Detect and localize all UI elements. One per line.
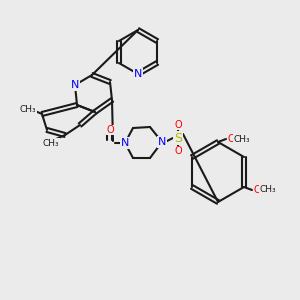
Text: S: S xyxy=(174,131,182,145)
Text: N: N xyxy=(71,80,79,90)
Text: O: O xyxy=(174,120,182,130)
Text: O: O xyxy=(174,146,182,156)
Text: O: O xyxy=(106,125,114,135)
Text: N: N xyxy=(134,69,142,79)
Text: CH₃: CH₃ xyxy=(43,139,59,148)
Text: O: O xyxy=(253,185,261,195)
Text: N: N xyxy=(121,138,129,148)
Text: CH₃: CH₃ xyxy=(20,104,36,113)
Text: CH₃: CH₃ xyxy=(260,185,276,194)
Text: CH₃: CH₃ xyxy=(234,134,250,143)
Text: N: N xyxy=(158,137,166,147)
Text: O: O xyxy=(227,134,235,144)
